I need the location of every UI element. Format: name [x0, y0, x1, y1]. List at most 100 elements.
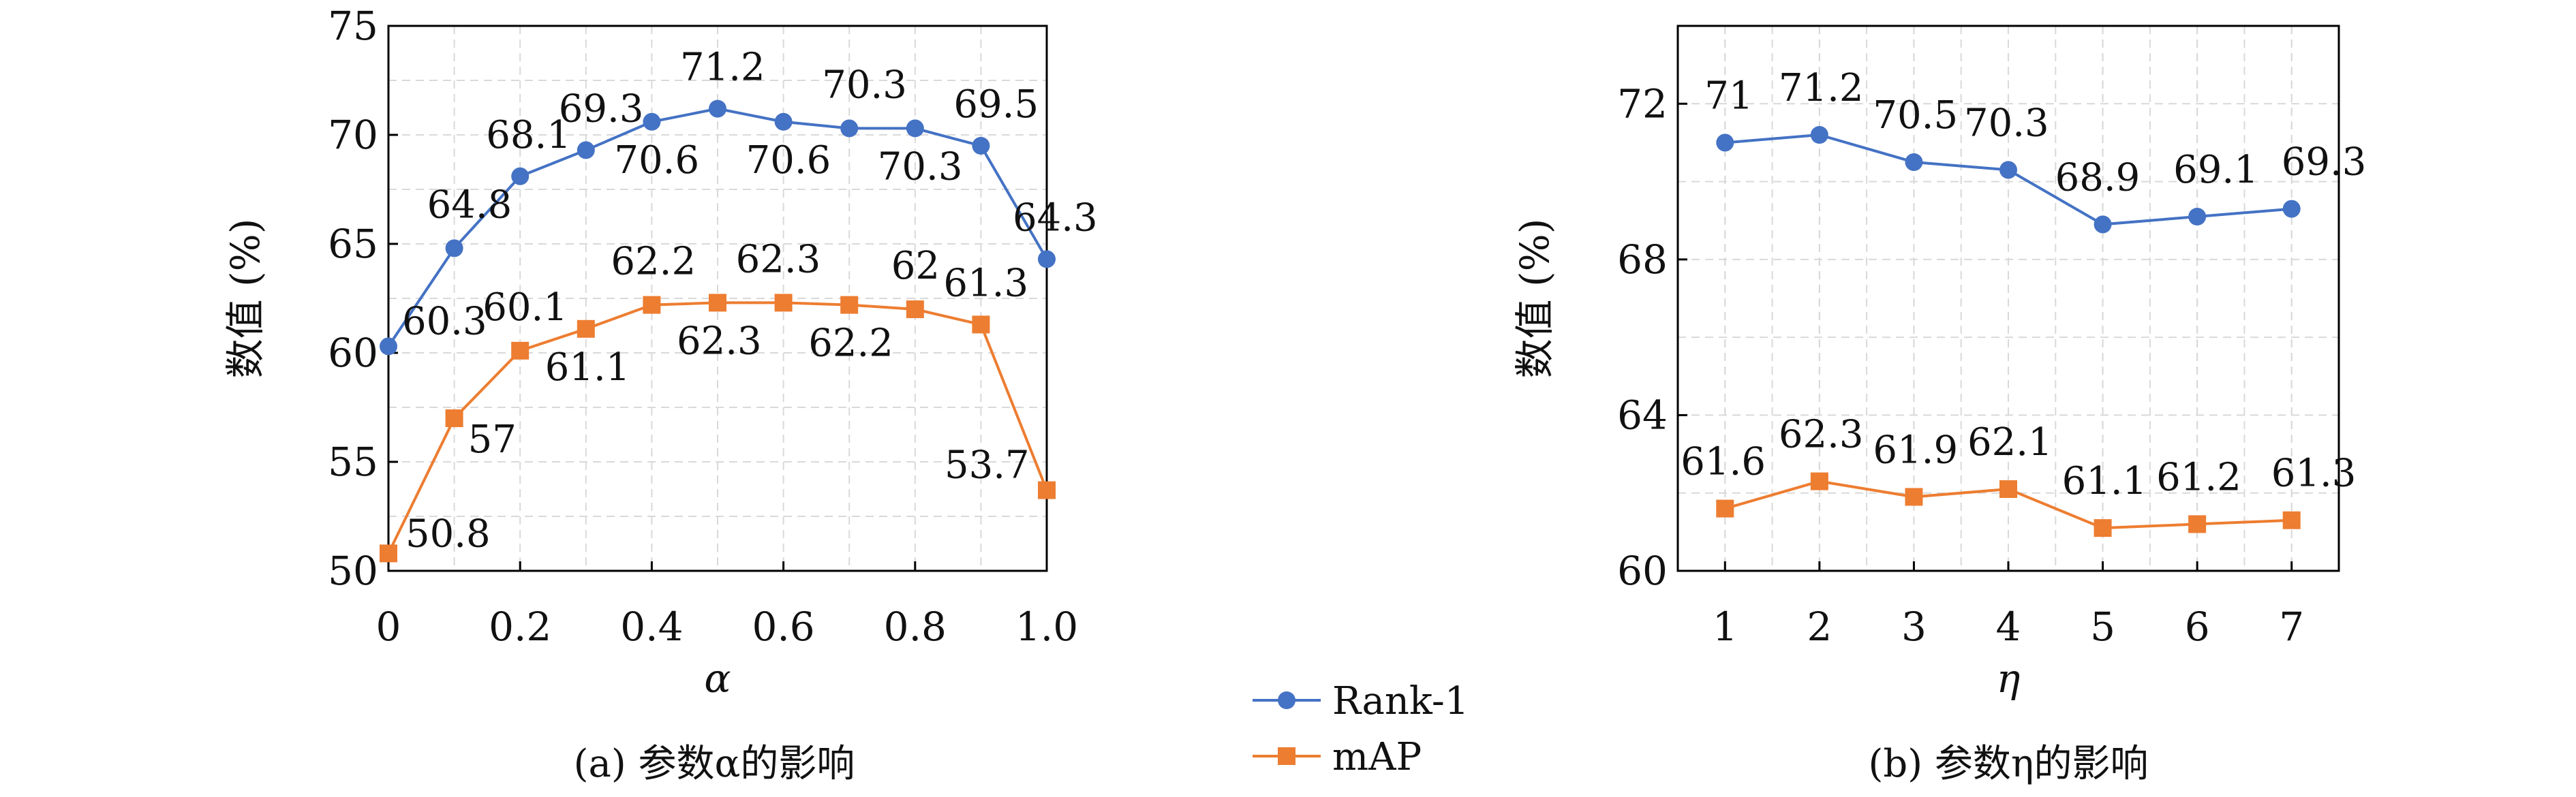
x-tick-label: 3 [1901, 604, 1927, 650]
data-label-rank-1: 71 [1704, 74, 1753, 118]
data-label-rank-1: 70.5 [1873, 93, 1958, 138]
x-axis-label: η [1997, 655, 2021, 702]
y-tick-label: 50 [328, 548, 378, 594]
data-label-map: 62.3 [677, 319, 762, 363]
data-point-rank-1 [1905, 153, 1923, 171]
data-label-rank-1: 64.3 [1013, 196, 1098, 240]
legend-marker-rank-1 [1278, 691, 1295, 709]
data-label-map: 61.1 [2062, 459, 2147, 503]
data-label-map: 60.1 [482, 285, 568, 330]
data-label-map: 62.2 [611, 240, 696, 284]
data-label-map: 61.2 [2156, 455, 2241, 499]
data-label-rank-1: 71.2 [680, 46, 765, 90]
data-point-rank-1 [380, 337, 397, 356]
y-tick-label: 68 [1617, 236, 1668, 283]
legend-marker-map [1278, 747, 1295, 765]
plot-frame [387, 25, 1048, 572]
data-label-rank-1: 69.5 [953, 82, 1039, 127]
data-label-rank-1: 70.6 [746, 138, 831, 183]
data-label-map: 62 [891, 244, 940, 288]
x-tick-label: 1.0 [1015, 604, 1078, 650]
x-tick-label: 1 [1713, 604, 1738, 650]
data-label-rank-1: 69.3 [559, 87, 644, 131]
data-point-map [643, 296, 661, 314]
data-label-map: 61.3 [2271, 452, 2357, 496]
data-point-rank-1 [1716, 134, 1734, 152]
y-tick-label: 65 [328, 221, 378, 267]
data-label-map: 61.3 [943, 261, 1028, 305]
chart-caption: (b) 参数η的影响 [1869, 742, 2149, 786]
data-point-map [1905, 488, 1923, 506]
data-point-rank-1 [2094, 215, 2112, 234]
data-point-map [906, 300, 924, 318]
data-point-rank-1 [774, 112, 793, 131]
data-label-map: 62.2 [808, 322, 893, 366]
x-tick-label: 4 [1996, 604, 2021, 650]
data-point-rank-1 [2188, 208, 2207, 225]
y-tick-label: 55 [328, 439, 378, 485]
data-point-map [577, 319, 595, 338]
data-point-map [2094, 519, 2112, 537]
data-label-rank-1: 70.3 [878, 144, 963, 189]
data-point-map [2188, 515, 2207, 533]
x-tick-label: 0.8 [884, 604, 947, 650]
data-point-map [709, 294, 726, 312]
legend-label-rank-1: Rank-1 [1332, 679, 1469, 723]
x-tick-label: 6 [2185, 604, 2210, 650]
data-point-map [1038, 481, 1056, 499]
data-label-map: 53.7 [945, 443, 1030, 488]
data-point-rank-1 [840, 119, 859, 138]
data-point-map [511, 341, 530, 360]
data-label-map: 61.6 [1681, 440, 1766, 484]
y-axis-label: 数值 (%) [1512, 219, 1558, 379]
chart-legend: Rank-1 mAP [1253, 679, 1469, 779]
data-label-map: 62.1 [1967, 420, 2053, 465]
data-label-rank-1: 64.8 [427, 183, 512, 227]
x-tick-label: 5 [2090, 604, 2115, 650]
data-label-map: 62.3 [736, 237, 821, 281]
data-point-rank-1 [972, 137, 990, 155]
y-tick-label: 70 [328, 112, 378, 158]
data-label-map: 62.3 [1779, 413, 1864, 457]
data-label-rank-1: 68.1 [486, 113, 571, 157]
data-label-rank-1: 60.3 [402, 299, 487, 343]
x-tick-label: 7 [2279, 604, 2304, 650]
data-label-map: 57 [468, 418, 517, 462]
x-tick-label: 0.2 [489, 604, 551, 650]
data-label-rank-1: 70.6 [614, 138, 699, 183]
data-label-rank-1: 68.9 [2055, 155, 2141, 200]
data-point-map [2282, 511, 2301, 529]
legend-label-map: mAP [1332, 735, 1422, 779]
data-point-map [972, 315, 990, 334]
y-axis-label: 数值 (%) [222, 219, 269, 379]
data-point-rank-1 [511, 167, 530, 185]
x-tick-label: 2 [1807, 604, 1832, 650]
y-tick-label: 60 [1617, 548, 1668, 594]
y-tick-label: 60 [328, 330, 378, 376]
data-label-rank-1: 71.2 [1779, 66, 1864, 110]
data-point-rank-1 [1810, 126, 1828, 144]
data-point-rank-1 [1999, 161, 2017, 179]
x-tick-label: 0.6 [752, 604, 814, 650]
data-point-rank-1 [2282, 200, 2301, 218]
data-point-rank-1 [906, 119, 924, 138]
data-label-rank-1: 69.1 [2173, 148, 2258, 192]
data-point-map [1716, 499, 1734, 518]
x-tick-label: 0 [376, 604, 401, 650]
data-point-map [1999, 480, 2017, 498]
data-label-rank-1: 70.3 [1964, 101, 2049, 145]
x-axis-label: α [704, 655, 731, 702]
data-point-map [774, 294, 793, 312]
data-point-map [380, 544, 397, 563]
data-point-rank-1 [445, 239, 463, 257]
data-point-map [1810, 472, 1828, 490]
data-label-rank-1: 70.3 [822, 63, 907, 107]
data-point-rank-1 [1038, 250, 1056, 268]
data-label-map: 61.1 [545, 345, 630, 390]
data-point-rank-1 [709, 99, 726, 118]
data-point-map [840, 296, 859, 314]
data-point-rank-1 [643, 112, 661, 131]
